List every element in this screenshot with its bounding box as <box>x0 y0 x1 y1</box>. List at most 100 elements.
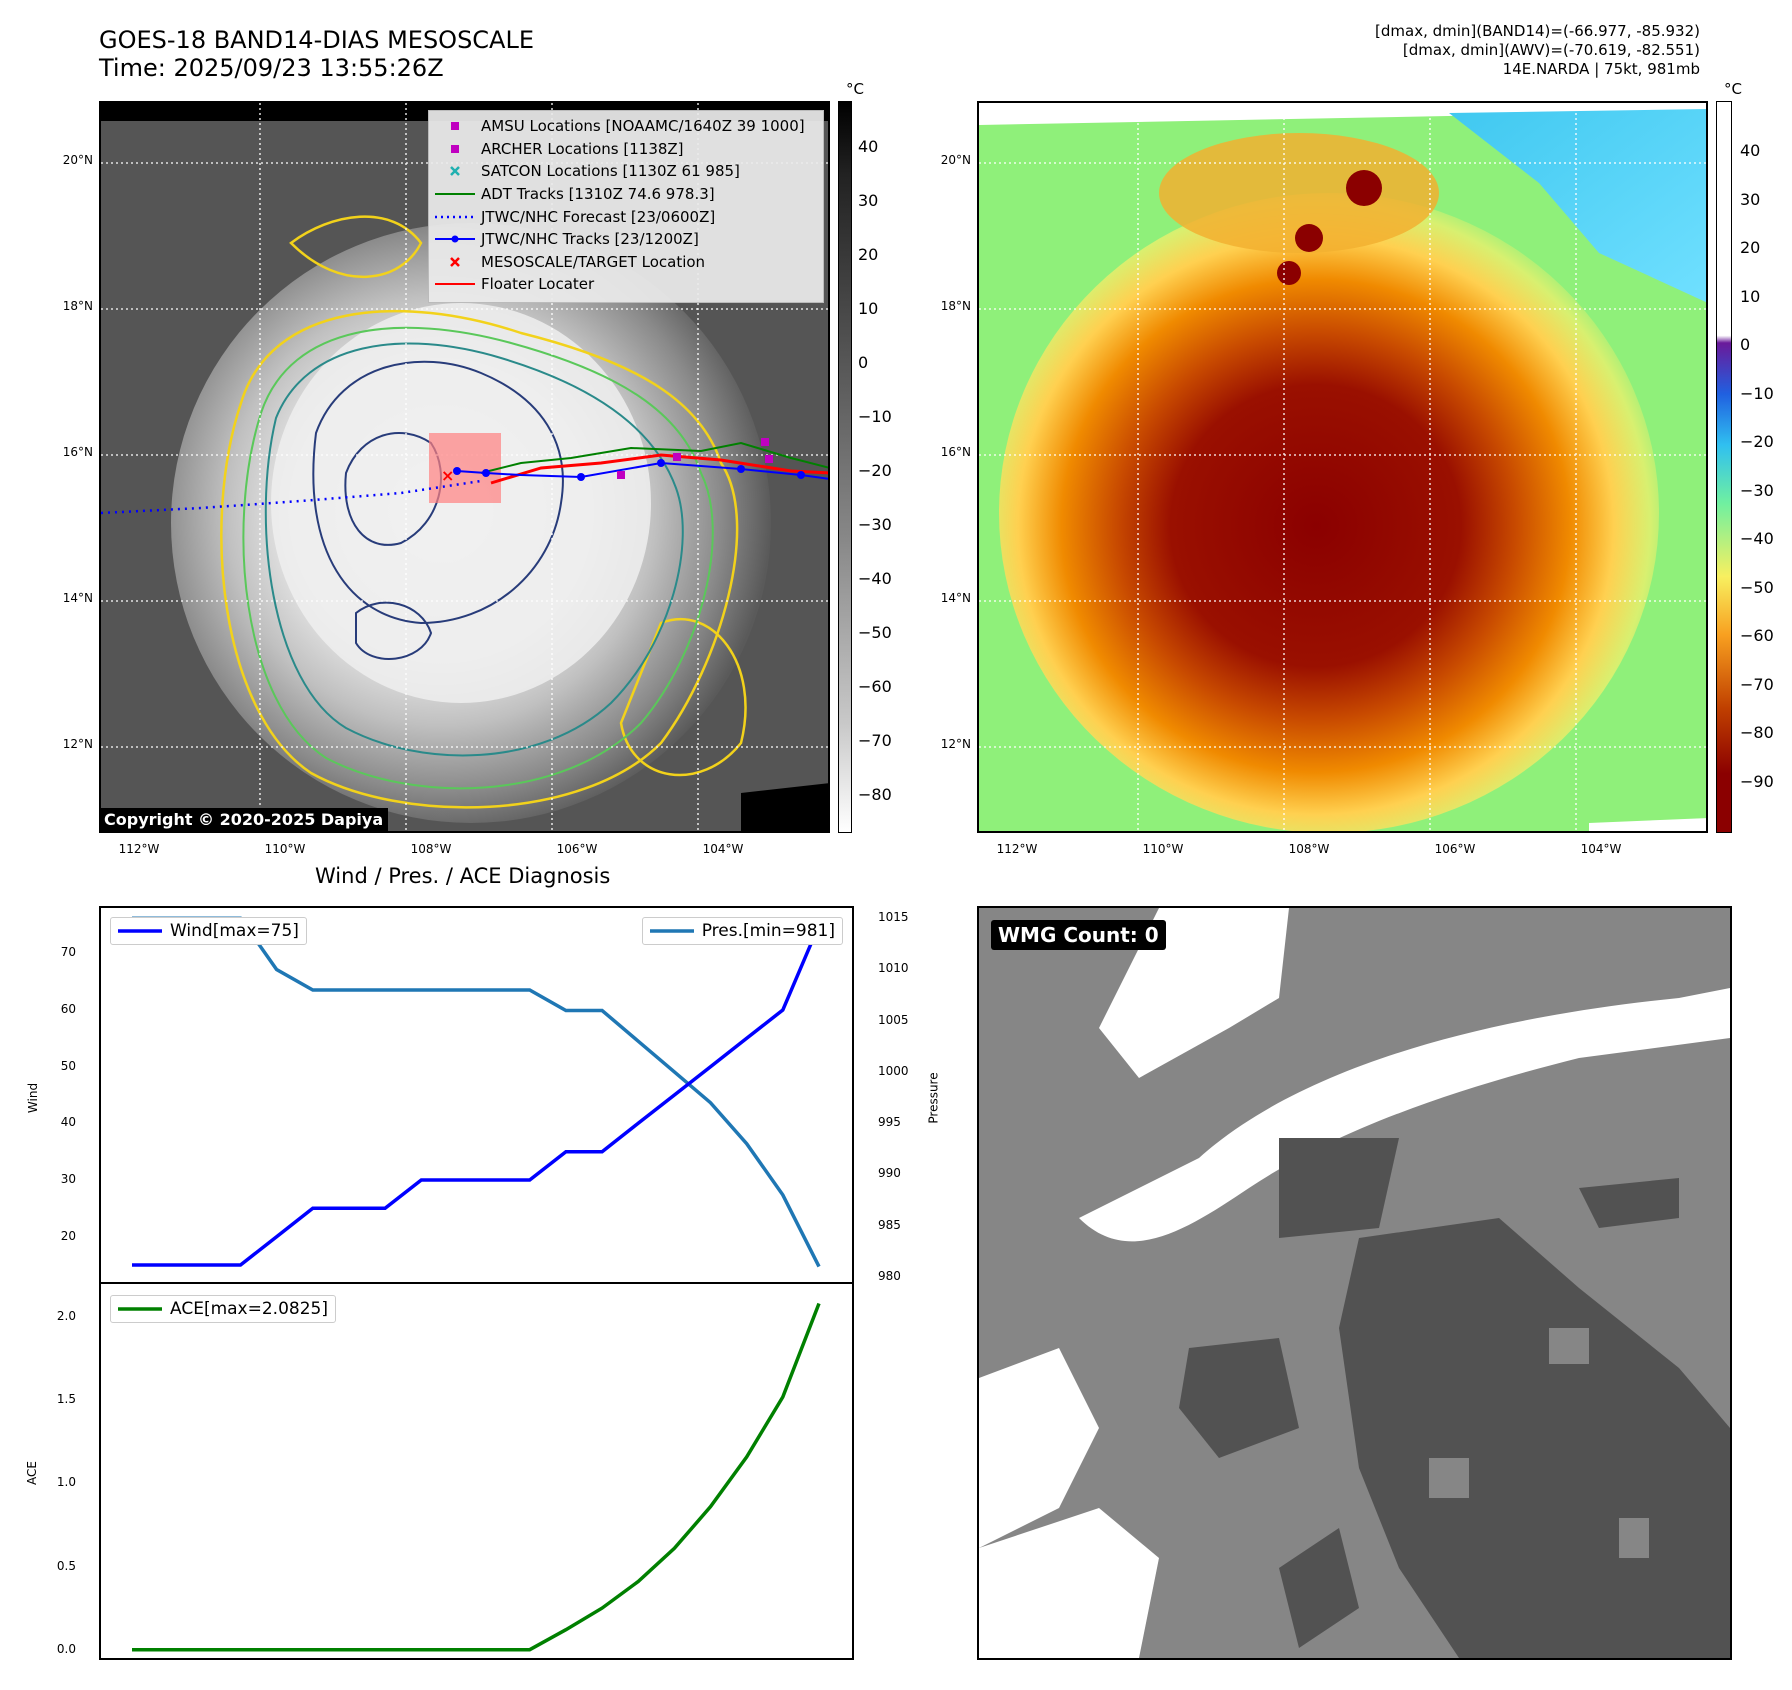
pressure-line-icon <box>649 929 694 933</box>
colorbar-tick: −40 <box>1740 529 1774 548</box>
pressure-legend: Pres.[min=981] <box>641 917 843 945</box>
ace-legend: ACE[max=2.0825] <box>110 1295 336 1323</box>
lat-label: 12°N <box>940 737 971 751</box>
colorbar-tick: 30 <box>858 191 879 210</box>
legend-label: JTWC/NHC Tracks [23/1200Z] <box>481 230 699 249</box>
lat-label: 20°N <box>940 153 971 167</box>
colorbar-tick: 20 <box>1740 238 1761 257</box>
lon-label: 112°W <box>118 842 160 856</box>
chart-title: GOES-18 BAND14-DIAS MESOSCALE <box>99 26 535 54</box>
wind-legend-label: Wind[max=75] <box>170 921 299 941</box>
legend-label: AMSU Locations [NOAAMC/1640Z 39 1000] <box>481 117 805 136</box>
colorbar-tick: −90 <box>1740 771 1774 791</box>
wind-tick: 50 <box>60 1058 76 1073</box>
lon-label: 108°W <box>1288 842 1330 856</box>
ace-tick: 2.0 <box>56 1309 76 1324</box>
pressure-axis-label: Pressure <box>926 1072 941 1124</box>
wind-series-line <box>132 924 821 1267</box>
legend-label: MESOSCALE/TARGET Location <box>481 252 706 271</box>
ace-tick: 1.5 <box>56 1392 76 1407</box>
copyright-label: Copyright © 2020-2025 Dapiya <box>101 808 389 831</box>
ace-svg <box>132 1302 821 1652</box>
lat-label: 12°N <box>62 737 93 751</box>
colorbar-tick: −70 <box>1740 674 1774 694</box>
lon-label: 104°W <box>702 842 744 856</box>
pressure-tick: 1015 <box>878 910 909 925</box>
wmg-panel: WMG Count: 0 <box>977 906 1732 1660</box>
lon-label: 108°W <box>410 842 452 856</box>
lon-label: 106°W <box>556 842 598 856</box>
legend-label: Floater Locater <box>481 275 595 294</box>
colorbar-tick: 0 <box>1740 335 1751 354</box>
line-icon <box>435 282 475 286</box>
colorbar-tick: −50 <box>1740 577 1774 597</box>
wind-pressure-plot: Wind[max=75] Pres.[min=981] <box>99 906 854 1284</box>
right-colorbar <box>1716 101 1732 833</box>
legend-floater: Floater Locater <box>435 273 817 296</box>
lat-label: 18°N <box>940 299 971 313</box>
colorbar-tick: −30 <box>1740 480 1774 500</box>
pressure-tick: 980 <box>878 1268 901 1283</box>
legend-label: JTWC/NHC Forecast [23/0600Z] <box>481 207 716 226</box>
colorbar-tick: −20 <box>858 461 892 480</box>
legend-label: ADT Tracks [1310Z 74.6 978.3] <box>481 185 715 204</box>
colorbar-tick: −60 <box>1740 626 1774 645</box>
colorbar-tick: 40 <box>858 137 879 156</box>
left-colorbar <box>838 101 852 833</box>
lat-label: 14°N <box>940 591 971 605</box>
colorbar-tick: −10 <box>858 407 892 426</box>
ace-tick: 1.0 <box>56 1475 76 1490</box>
lon-label: 104°W <box>1580 842 1622 856</box>
wind-tick: 70 <box>60 945 76 960</box>
colorbar-tick: −10 <box>1740 383 1774 403</box>
legend-archer: ARCHER Locations [1138Z] <box>435 138 817 161</box>
lat-label: 14°N <box>62 591 93 605</box>
dotted-line-icon <box>435 215 475 219</box>
info-band14-range: [dmax, dmin](BAND14)=(-66.977, -85.932) <box>1375 22 1700 40</box>
legend-adt: ADT Tracks [1310Z 74.6 978.3] <box>435 183 817 206</box>
lat-label: 18°N <box>62 299 93 313</box>
colorbar-tick: −40 <box>858 569 892 588</box>
square-marker-icon <box>435 144 475 154</box>
colorbar-tick: 30 <box>1740 189 1761 209</box>
line-icon <box>435 192 475 196</box>
colorbar-tick: −30 <box>858 515 892 534</box>
colorbar-tick: 10 <box>858 299 879 318</box>
pressure-tick: 1000 <box>878 1063 909 1078</box>
colorbar-tick: 40 <box>1740 141 1761 160</box>
wind-line-icon <box>118 929 162 933</box>
wind-axis-label: Wind <box>26 1082 41 1114</box>
square-marker-icon <box>435 121 475 131</box>
legend-mesoscale: MESOSCALE/TARGET Location <box>435 251 817 274</box>
wind-tick: 20 <box>60 1228 76 1243</box>
x-marker-icon <box>435 166 475 177</box>
line-dot-icon <box>435 234 475 244</box>
ace-series-line <box>132 1302 821 1652</box>
wind-tick: 30 <box>60 1172 76 1186</box>
colorbar-tick: −80 <box>1740 723 1774 742</box>
colorbar-tick: 20 <box>858 245 879 264</box>
ace-plot: ACE[max=2.0825] <box>99 1282 854 1660</box>
ace-tick: 0.0 <box>56 1641 76 1656</box>
legend-label: ARCHER Locations [1138Z] <box>481 139 684 158</box>
pressure-tick: 995 <box>878 1115 901 1130</box>
legend-label: SATCON Locations [1130Z 61 985] <box>481 162 740 181</box>
lat-label: 16°N <box>62 445 93 459</box>
pressure-tick: 990 <box>878 1166 901 1181</box>
ace-axis-label: ACE <box>24 1461 39 1485</box>
left-colorbar-unit: °C <box>846 80 864 98</box>
ace-tick: 0.5 <box>56 1558 76 1573</box>
svg-text:×: × <box>441 466 454 485</box>
pressure-tick: 1005 <box>878 1012 909 1027</box>
legend-jtwc-tracks: JTWC/NHC Tracks [23/1200Z] <box>435 228 817 251</box>
pressure-tick: 985 <box>878 1217 901 1232</box>
lon-label: 110°W <box>264 842 306 856</box>
legend-forecast: JTWC/NHC Forecast [23/0600Z] <box>435 205 817 228</box>
pressure-legend-label: Pres.[min=981] <box>701 921 835 941</box>
colorbar-tick: −20 <box>1740 432 1774 451</box>
lat-label: 20°N <box>62 153 93 167</box>
legend-amsu: AMSU Locations [NOAAMC/1640Z 39 1000] <box>435 115 817 138</box>
map-legend: AMSU Locations [NOAAMC/1640Z 39 1000] AR… <box>428 110 824 303</box>
colorbar-tick: 0 <box>858 353 869 372</box>
legend-satcon: SATCON Locations [1130Z 61 985] <box>435 160 817 183</box>
